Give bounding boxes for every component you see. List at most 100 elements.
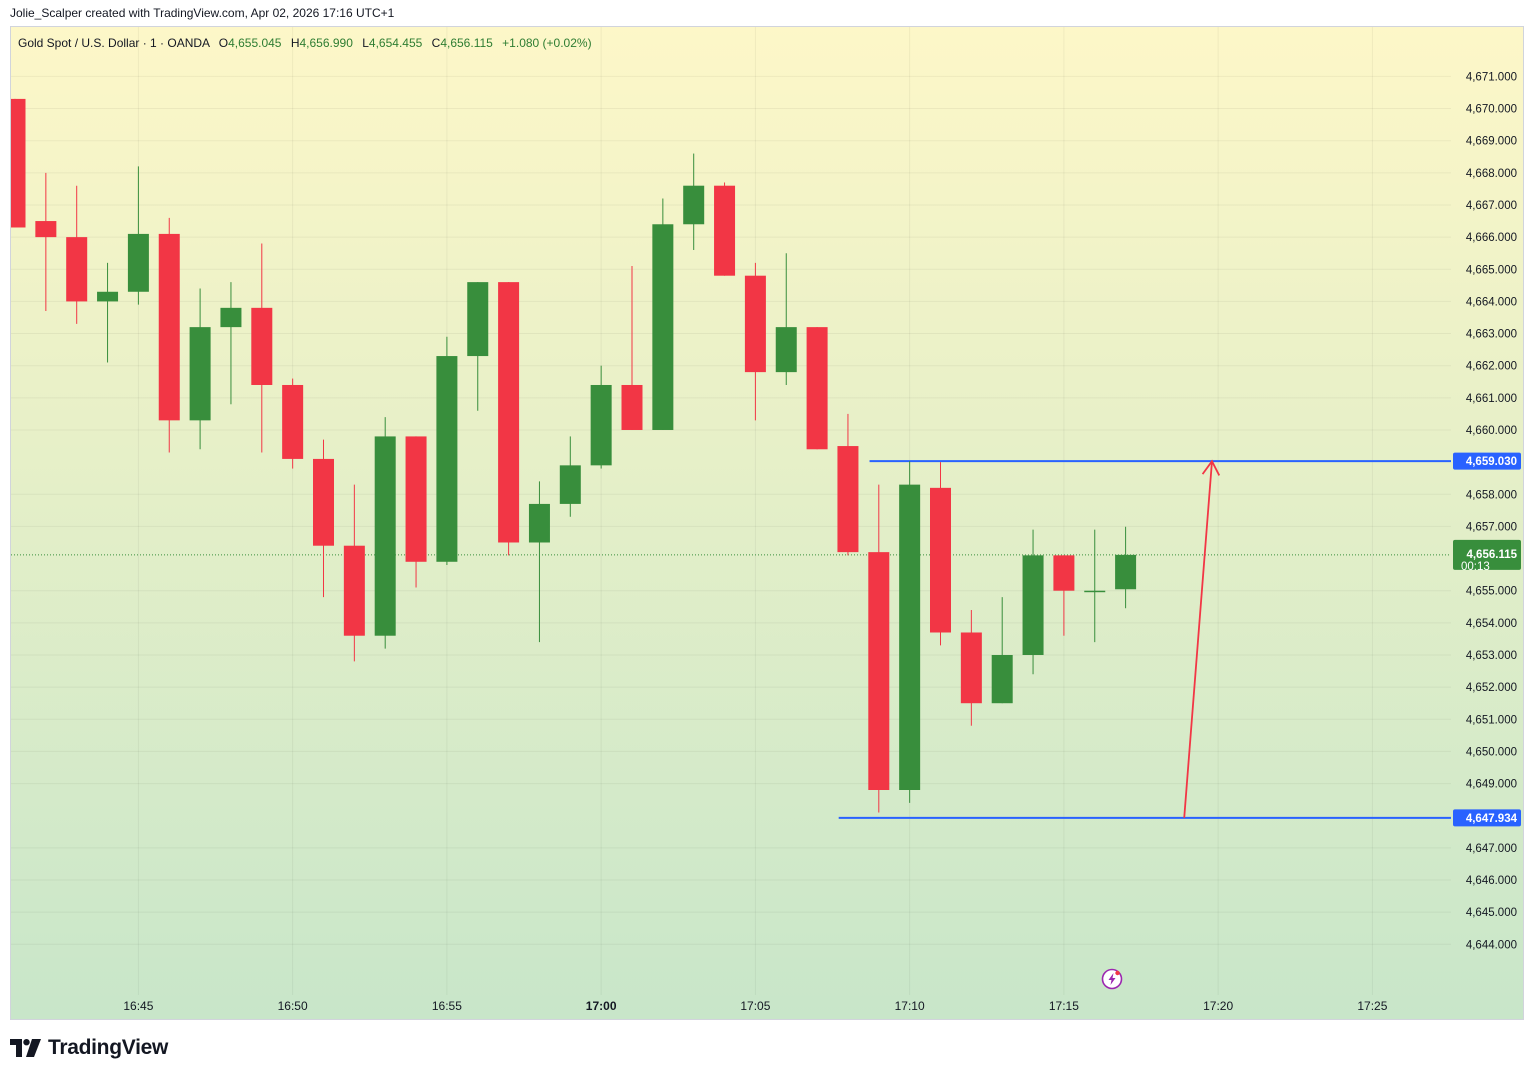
price-tick-label: 4,669.000 [1466,136,1517,148]
tradingview-logo-icon [10,1039,41,1057]
price-tick-label: 4,646.000 [1466,875,1517,887]
close-label: C [431,36,441,50]
level-price-label: 4,647.934 [1466,813,1518,825]
current-price-label: 4,656.115 [1466,549,1517,561]
price-tick-label: 4,661.000 [1466,393,1517,405]
price-tick-label: 4,662.000 [1466,361,1517,373]
time-tick-label: 17:15 [1049,999,1079,1013]
candle-body-up [991,654,1013,704]
candle-body-down [251,307,273,385]
symbol-name[interactable]: Gold Spot / U.S. Dollar · 1 · OANDA [18,36,210,50]
candle-body-down [621,384,643,430]
chart-background [11,27,1523,1019]
candle-body-down [343,545,365,636]
price-tick-label: 4,653.000 [1466,650,1517,662]
candle-body-up [775,327,797,373]
candle-body-down [744,275,766,373]
candle-body-down [960,632,982,704]
candle-body-up [220,307,242,328]
time-axis: 016:4516:5016:5517:0017:0517:1017:1517:2… [123,999,1387,1013]
candle-body-down [714,185,736,276]
high-value: 4,656.990 [299,36,353,50]
candle-body-down [158,233,180,421]
price-tick-label: 4,647.000 [1466,843,1517,855]
time-tick-label: 17:00 [586,999,617,1013]
bar-countdown-label: 00:13 [1461,561,1490,573]
candle-body-up [899,484,921,791]
candles [11,98,1137,813]
candle-body-down [313,458,334,546]
candle-body-down [930,487,951,633]
high-label: H [290,36,300,50]
price-tick-label: 4,660.000 [1466,425,1517,437]
tradingview-wordmark: TradingView [48,1036,169,1059]
price-axis: 4,644.000 4,645.000 4,646.000 4,647.000 4,64… [1453,71,1521,951]
price-tick-label: 4,658.000 [1466,489,1517,501]
projection-arrow-head [1201,459,1221,476]
candle-body-down [498,282,520,543]
candle-body-down [282,384,304,459]
open-value: 4,655.045 [228,36,282,50]
price-tick-label: 4,671.000 [1466,71,1517,83]
price-tick-label: 4,657.000 [1466,521,1517,533]
price-tick-label: 4,655.000 [1466,586,1517,598]
candle-body-down [11,98,26,228]
candle-body-up [127,233,149,292]
chart-area[interactable]: 4,644.000 4,645.000 4,646.000 4,647.000 4,64… [10,26,1524,1020]
candle-body-up [189,327,211,421]
lightning-icon[interactable] [1101,968,1123,990]
current-price-tag [1453,539,1521,570]
candle-body-up [559,465,581,504]
time-tick-label: 17:05 [740,999,770,1013]
low-value: 4,654.455 [368,36,423,50]
candle-body-up [436,356,458,562]
chart-caption: Jolie_Scalper created with TradingView.c… [10,6,395,20]
time-tick-label: 17:25 [1357,999,1387,1013]
candle-body-up [1022,555,1044,655]
price-tick-label: 4,664.000 [1466,296,1517,308]
candle-body-up [374,436,396,636]
price-tick-label: 4,667.000 [1466,200,1517,212]
candle-body-up [528,503,550,543]
candle-body-up [1115,554,1137,590]
price-tick-label: 4,665.000 [1466,264,1517,276]
candle-body-up [590,384,612,466]
low-label: L [362,36,369,50]
price-tick-label: 4,651.000 [1466,714,1517,726]
price-tick-label: 4,652.000 [1466,682,1517,694]
time-tick-label: 16:55 [432,999,462,1013]
level-price-tag [1453,452,1521,470]
price-tick-label: 4,670.000 [1466,104,1517,116]
levels [11,460,1451,819]
candle-body-down [405,436,427,562]
time-tick-label: 17:10 [895,999,925,1013]
candle-body-up [1084,590,1106,593]
level-price-tag [1453,809,1521,827]
candle-body-down [868,552,890,791]
candle-body-down [806,327,828,450]
candlestick-chart[interactable]: 4,644.000 4,645.000 4,646.000 4,647.000 4,64… [11,27,1524,1020]
candle-body-down [1053,555,1075,591]
change-value: +1.080 (+0.02%) [502,36,592,50]
candle-body-down [66,237,88,302]
symbol-legend[interactable]: Gold Spot / U.S. Dollar · 1 · OANDA O4,6… [18,36,592,50]
candle-body-down [35,221,57,238]
open-label: O [218,36,229,50]
candle-body-up [683,185,705,225]
price-tick-label: 4,663.000 [1466,329,1517,341]
candle-body-up [652,224,674,430]
time-tick-label: 16:45 [123,999,153,1013]
candle-body-up [467,282,489,357]
tradingview-logo[interactable]: TradingView [10,1036,168,1060]
candle-body-down [837,446,859,553]
close-value: 4,656.115 [440,36,493,50]
price-tick-label: 4,650.000 [1466,746,1517,758]
price-tick-label: 4,666.000 [1466,232,1517,244]
price-tick-label: 4,644.000 [1466,939,1517,951]
time-tick-label: 16:50 [278,999,308,1013]
level-price-label: 4,659.030 [1466,456,1517,468]
price-tick-label: 4,668.000 [1466,168,1517,180]
candle-body-up [97,291,119,302]
projection-arrow-line [1183,461,1213,818]
time-tick-label: 17:20 [1203,999,1233,1013]
